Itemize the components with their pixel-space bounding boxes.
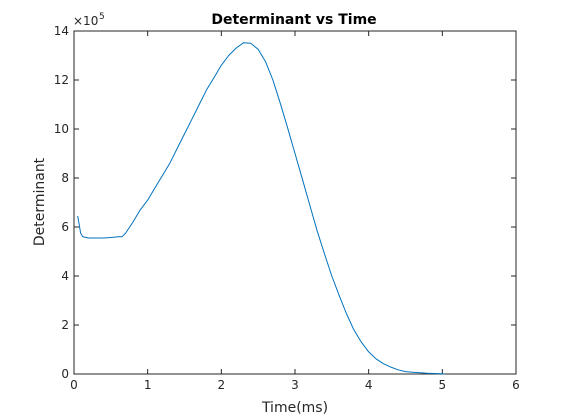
x-tick-label: 4 bbox=[365, 378, 373, 392]
y-tick-label: 10 bbox=[54, 122, 69, 136]
series-line bbox=[77, 42, 445, 375]
y-tick-label: 8 bbox=[61, 171, 69, 185]
x-tick-label: 5 bbox=[439, 378, 447, 392]
y-tick-label: 0 bbox=[61, 367, 69, 381]
x-tick-label: 6 bbox=[512, 378, 520, 392]
x-axis-label: Time(ms) bbox=[261, 400, 328, 416]
x-tick-label: 0 bbox=[70, 378, 78, 392]
series-layer bbox=[77, 42, 445, 375]
exponent-base: ×10 bbox=[73, 14, 98, 28]
y-tick-label: 14 bbox=[54, 24, 69, 38]
plot-area bbox=[73, 30, 517, 375]
y-tick-label: 6 bbox=[61, 220, 69, 234]
exponent-power: 5 bbox=[99, 12, 105, 22]
x-tick-label: 1 bbox=[144, 378, 152, 392]
y-axis-label: Determinant bbox=[32, 157, 48, 246]
x-tick-label: 3 bbox=[291, 378, 299, 392]
x-tick-label: 2 bbox=[218, 378, 226, 392]
y-tick-label: 12 bbox=[54, 73, 69, 87]
exponent-label: ×10 5 bbox=[73, 12, 105, 28]
chart-title: Determinant vs Time bbox=[211, 12, 376, 28]
y-tick-label: 4 bbox=[61, 269, 69, 283]
y-tick-label: 2 bbox=[61, 318, 69, 332]
